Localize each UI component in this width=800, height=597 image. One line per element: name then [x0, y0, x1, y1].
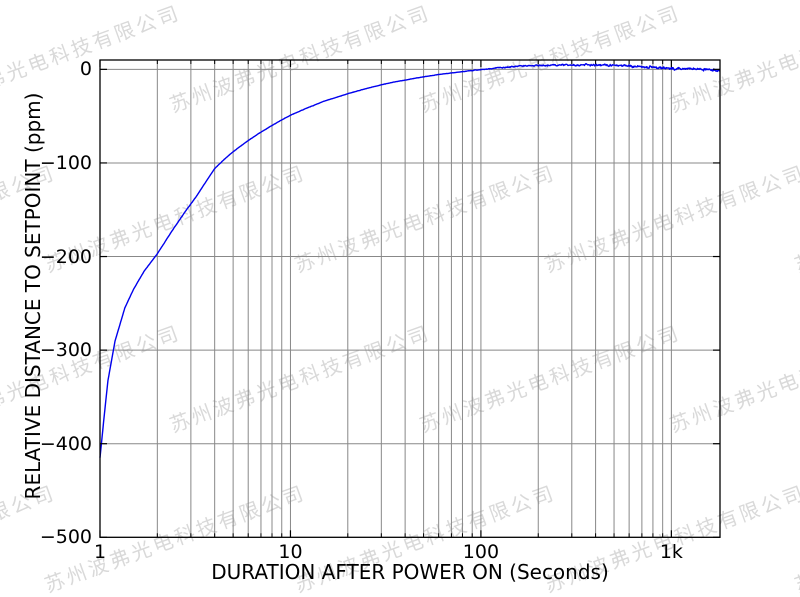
y-tick-label: −400	[39, 432, 92, 455]
x-tick-label: 10	[278, 541, 303, 563]
y-tick-label: −500	[39, 526, 92, 549]
x-tick-label: 100	[462, 541, 500, 563]
y-tick-label: −300	[39, 339, 92, 362]
y-tick-label: −200	[39, 245, 92, 268]
y-tick-label: −100	[39, 151, 92, 174]
warmup-curve	[99, 63, 721, 458]
x-tick-label: 1k	[659, 541, 683, 563]
y-tick-label: 0	[79, 58, 92, 81]
y-axis-label: RELATIVE DISTANCE TO SETPOINT (ppm)	[21, 92, 45, 500]
plot-frame	[99, 59, 721, 538]
x-axis-label: DURATION AFTER POWER ON (Seconds)	[211, 560, 609, 584]
x-tick-label: 1	[93, 541, 107, 563]
